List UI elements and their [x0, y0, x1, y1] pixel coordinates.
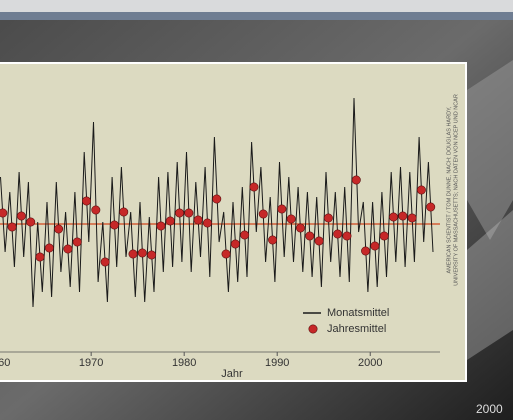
point — [147, 250, 157, 260]
point — [0, 208, 8, 218]
line-series — [0, 97, 434, 308]
x-tick-label: 1960 — [0, 357, 10, 369]
credit: UNIVERSITY OF MASSACHUSETTS; NACH DATEN … — [453, 94, 459, 286]
point — [416, 185, 426, 195]
point — [268, 235, 278, 245]
point — [7, 222, 17, 232]
point — [370, 241, 380, 251]
point — [175, 208, 185, 218]
top-strip — [0, 0, 513, 12]
point — [379, 231, 389, 241]
point — [277, 204, 287, 214]
point — [333, 229, 343, 239]
point — [351, 175, 361, 185]
point — [82, 196, 92, 206]
point — [230, 239, 240, 249]
point — [128, 249, 138, 259]
point — [249, 182, 259, 192]
snow-ridge — [467, 60, 513, 240]
snow-ridge — [467, 210, 513, 360]
point — [44, 243, 54, 253]
x-tick-label: 1990 — [265, 357, 289, 369]
point — [165, 216, 175, 226]
background-label: 2000 — [476, 402, 503, 416]
point — [295, 223, 305, 233]
x-tick-label: 1970 — [79, 357, 103, 369]
point — [305, 231, 315, 241]
point — [72, 237, 82, 247]
point — [16, 211, 26, 221]
point — [26, 217, 36, 227]
point — [63, 244, 73, 254]
point — [91, 205, 101, 215]
point — [202, 218, 212, 228]
point — [109, 220, 119, 230]
legend-label: Jahresmittel — [327, 323, 386, 335]
point — [221, 249, 231, 259]
point — [184, 208, 194, 218]
point — [361, 246, 371, 256]
point — [407, 213, 417, 223]
point — [342, 231, 352, 241]
panel — [0, 64, 465, 380]
point — [212, 194, 222, 204]
plot: 1960 1970 1980 1990 2000 Monatsmittel Jahresmi… — [0, 97, 440, 369]
credit: AMERICAN SCIENTIST / TOM DUNNE, NACH: DO… — [446, 106, 452, 274]
point — [54, 224, 64, 234]
point — [100, 257, 110, 267]
point — [193, 215, 203, 225]
blue-band — [0, 12, 513, 20]
point — [35, 252, 45, 262]
legend-dot — [308, 324, 318, 334]
point — [314, 236, 324, 246]
point — [398, 211, 408, 221]
point — [137, 248, 147, 258]
point — [258, 209, 268, 219]
point — [323, 213, 333, 223]
x-tick-label: 1980 — [172, 357, 196, 369]
point — [286, 214, 296, 224]
point — [156, 221, 166, 231]
point — [388, 212, 398, 222]
point — [240, 230, 250, 240]
point — [119, 207, 129, 217]
point — [426, 202, 436, 212]
x-tick-label: 2000 — [358, 357, 382, 369]
x-axis-label: Jahr — [221, 368, 243, 380]
legend-label: Monatsmittel — [327, 307, 389, 319]
